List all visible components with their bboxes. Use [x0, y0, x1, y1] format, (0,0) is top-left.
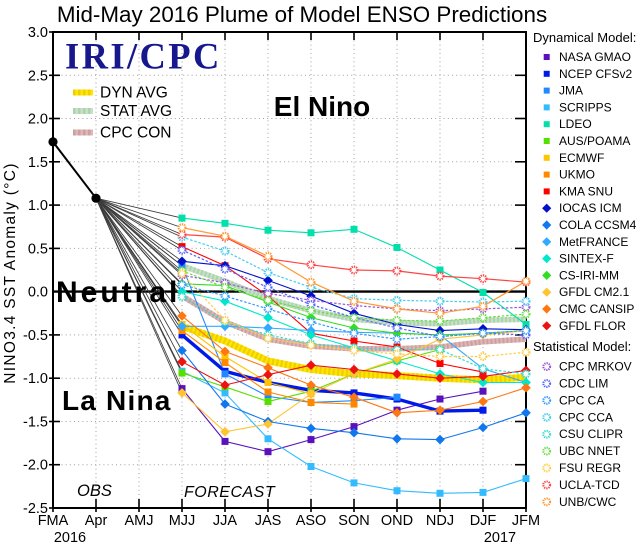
svg-text:JFM: JFM: [512, 513, 540, 529]
svg-text:MJJ: MJJ: [169, 513, 196, 529]
svg-text:MetFRANCE: MetFRANCE: [559, 235, 628, 249]
svg-text:COLA CCSM4: COLA CCSM4: [559, 218, 637, 232]
svg-text:CSU CLIPR: CSU CLIPR: [559, 427, 623, 441]
svg-text:UCLA-TCD: UCLA-TCD: [559, 478, 620, 492]
svg-text:OND: OND: [381, 513, 413, 529]
svg-text:CPC CA: CPC CA: [559, 393, 604, 407]
svg-text:FSU REGR: FSU REGR: [559, 461, 621, 475]
svg-text:KMA SNU: KMA SNU: [559, 184, 613, 198]
svg-text:JMA: JMA: [559, 84, 583, 98]
svg-text:LDEO: LDEO: [559, 117, 592, 131]
svg-text:ASO: ASO: [296, 513, 327, 529]
svg-text:CPC CCA: CPC CCA: [559, 410, 613, 424]
svg-text:FORECAST: FORECAST: [184, 484, 276, 501]
svg-text:STAT AVG: STAT AVG: [100, 103, 172, 120]
svg-text:3.0: 3.0: [28, 25, 48, 41]
svg-text:2016: 2016: [54, 530, 86, 546]
svg-text:CPC CON: CPC CON: [100, 125, 171, 142]
svg-text:0.5: 0.5: [28, 241, 48, 257]
svg-text:CPC MRKOV: CPC MRKOV: [559, 360, 632, 374]
svg-text:SON: SON: [338, 513, 369, 529]
svg-text:NINO3.4 SST Anomaly (°C): NINO3.4 SST Anomaly (°C): [2, 162, 19, 383]
svg-text:Mid-May 2016 Plume of Model EN: Mid-May 2016 Plume of Model ENSO Predict…: [57, 2, 547, 27]
svg-text:La Nina: La Nina: [62, 385, 172, 416]
svg-text:CDC LIM: CDC LIM: [559, 377, 608, 391]
svg-text:-2.5: -2.5: [23, 501, 48, 517]
svg-text:Dynamical Model:: Dynamical Model:: [533, 30, 636, 45]
svg-text:UKMO: UKMO: [559, 168, 595, 182]
svg-text:1.5: 1.5: [28, 155, 48, 171]
svg-text:Statistical Model:: Statistical Model:: [533, 339, 631, 354]
svg-text:-2.0: -2.0: [23, 458, 48, 474]
svg-text:OBS: OBS: [77, 482, 112, 500]
svg-text:AUS/POAMA: AUS/POAMA: [559, 134, 630, 148]
svg-text:-1.5: -1.5: [23, 415, 48, 431]
svg-text:JAS: JAS: [255, 513, 282, 529]
svg-text:DYN AVG: DYN AVG: [100, 85, 168, 102]
svg-text:FMA: FMA: [38, 513, 69, 529]
svg-text:GFDL CM2.1: GFDL CM2.1: [559, 285, 630, 299]
svg-text:IOCAS ICM: IOCAS ICM: [559, 201, 622, 215]
svg-text:UNB/CWC: UNB/CWC: [559, 495, 617, 509]
svg-text:ECMWF: ECMWF: [559, 151, 604, 165]
svg-text:0.0: 0.0: [28, 285, 48, 301]
svg-text:SCRIPPS: SCRIPPS: [559, 100, 612, 114]
svg-text:GFDL FLOR: GFDL FLOR: [559, 319, 626, 333]
svg-text:NCEP CFSv2: NCEP CFSv2: [559, 67, 632, 81]
svg-text:UBC NNET: UBC NNET: [559, 444, 621, 458]
svg-text:-1.0: -1.0: [23, 371, 48, 387]
svg-text:IRI/CPC: IRI/CPC: [65, 36, 222, 77]
svg-text:JJA: JJA: [213, 513, 238, 529]
svg-text:CS-IRI-MM: CS-IRI-MM: [559, 268, 619, 282]
svg-text:1.0: 1.0: [28, 198, 48, 214]
svg-text:NDJ: NDJ: [426, 513, 454, 529]
svg-text:Apr: Apr: [85, 513, 108, 529]
svg-text:NASA GMAO: NASA GMAO: [559, 50, 631, 64]
svg-text:SINTEX-F: SINTEX-F: [559, 252, 614, 266]
svg-text:2.0: 2.0: [28, 112, 48, 128]
svg-text:2.5: 2.5: [28, 68, 48, 84]
svg-text:AMJ: AMJ: [125, 513, 154, 529]
svg-text:Neutral: Neutral: [56, 276, 180, 309]
svg-text:-0.5: -0.5: [23, 328, 48, 344]
svg-text:El Nino: El Nino: [274, 91, 370, 122]
svg-text:DJF: DJF: [470, 513, 497, 529]
svg-text:2017: 2017: [484, 530, 516, 546]
svg-text:CMC CANSIP: CMC CANSIP: [559, 302, 634, 316]
